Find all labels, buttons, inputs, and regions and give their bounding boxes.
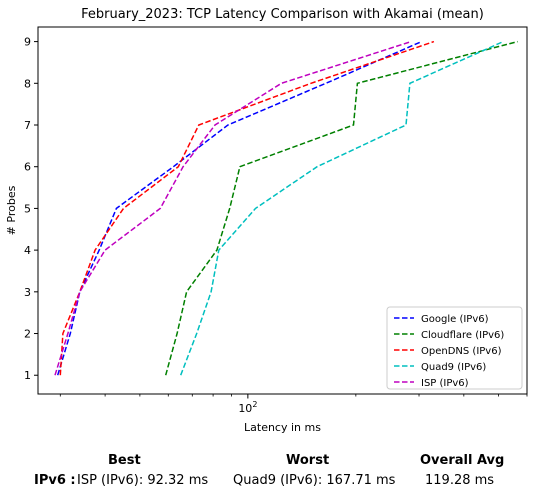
series-line-google: [56, 40, 422, 376]
legend-label: Quad9 (IPv6): [421, 362, 486, 373]
plot-frame: [37, 26, 528, 395]
y-tick-label: 7: [24, 119, 31, 132]
x-axis-label: Latency in ms: [244, 421, 321, 434]
legend-label: ISP (IPv6): [421, 378, 469, 389]
y-tick-label: 2: [24, 328, 31, 341]
worst-header: Worst: [286, 453, 330, 468]
y-tick-label: 3: [24, 286, 31, 299]
series-line-opendns: [59, 40, 435, 376]
best-value: ISP (IPv6): 92.32 ms: [77, 473, 209, 488]
ipv6-row-label: IPv6 :: [34, 473, 76, 488]
avg-value: 119.28 ms: [425, 473, 495, 488]
chart: February_2023: TCP Latency Comparison wi…: [5, 7, 528, 434]
avg-header: Overall Avg: [420, 453, 505, 468]
y-axis-label: # Probes: [5, 185, 18, 235]
best-header: Best: [108, 453, 141, 468]
legend-label: Cloudflare (IPv6): [421, 330, 504, 341]
y-tick-label: 6: [24, 161, 31, 174]
series-line-quad9: [179, 40, 504, 376]
x-tick-label: 102: [238, 400, 257, 415]
legend-label: Google (IPv6): [421, 314, 489, 325]
summary-table: Best Worst Overall Avg IPv6 : ISP (IPv6)…: [0, 448, 541, 494]
y-tick-label: 8: [24, 77, 31, 90]
legend-label: OpenDNS (IPv6): [421, 346, 502, 357]
legend-box: [386, 306, 523, 390]
series-line-cloudflare: [164, 40, 518, 376]
series-line-isp: [54, 40, 412, 376]
chart-title: February_2023: TCP Latency Comparison wi…: [81, 7, 484, 22]
y-tick-label: 1: [24, 369, 31, 382]
y-tick-label: 5: [24, 202, 31, 215]
y-tick-label: 9: [24, 36, 31, 49]
y-tick-label: 4: [24, 244, 31, 257]
worst-value: Quad9 (IPv6): 167.71 ms: [233, 473, 396, 488]
